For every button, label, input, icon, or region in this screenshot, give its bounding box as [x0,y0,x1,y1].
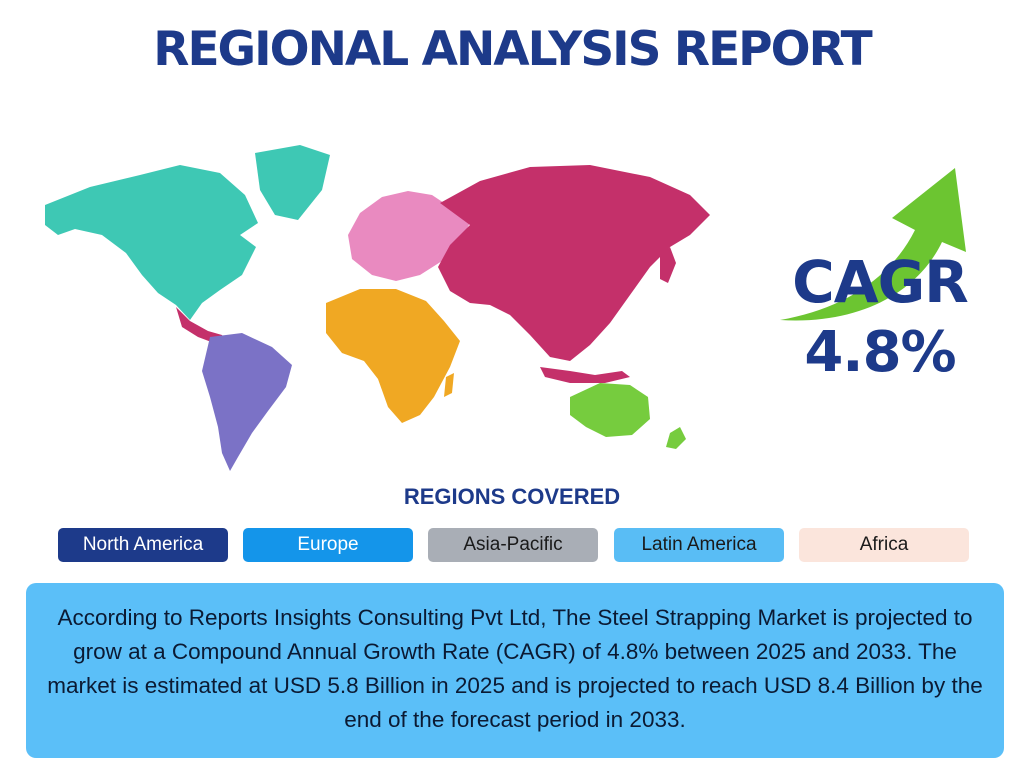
region-chip-africa: Africa [799,528,969,562]
australia-shape [570,383,650,437]
south-america-shape [202,333,292,471]
region-chip-latin-america: Latin America [614,528,784,562]
regions-list: North America Europe Asia-Pacific Latin … [58,528,970,564]
world-map [45,145,710,471]
cagr-block: CAGR 4.8% [770,160,990,390]
europe-shape [348,191,470,281]
region-chip-europe: Europe [243,528,413,562]
japan-shape [660,247,676,283]
central-america-shape [176,307,226,343]
cagr-value: 4.8% [804,320,956,385]
north-america-shape [45,165,258,320]
new-zealand-shape [666,427,686,449]
madagascar-shape [444,373,454,397]
page-title: REGIONAL ANALYSIS REPORT [153,22,872,77]
africa-shape [326,289,460,423]
region-chip-asia-pacific: Asia-Pacific [428,528,598,562]
region-chip-north-america: North America [58,528,228,562]
summary-text: According to Reports Insights Consulting… [47,605,983,732]
growth-arrow-icon [780,168,966,321]
regions-heading: REGIONS COVERED [403,484,621,509]
summary-panel: According to Reports Insights Consulting… [26,583,1004,758]
indonesia-shape [540,367,630,383]
greenland-shape [255,145,330,220]
cagr-label: CAGR [792,248,969,316]
asia-shape [438,165,710,361]
